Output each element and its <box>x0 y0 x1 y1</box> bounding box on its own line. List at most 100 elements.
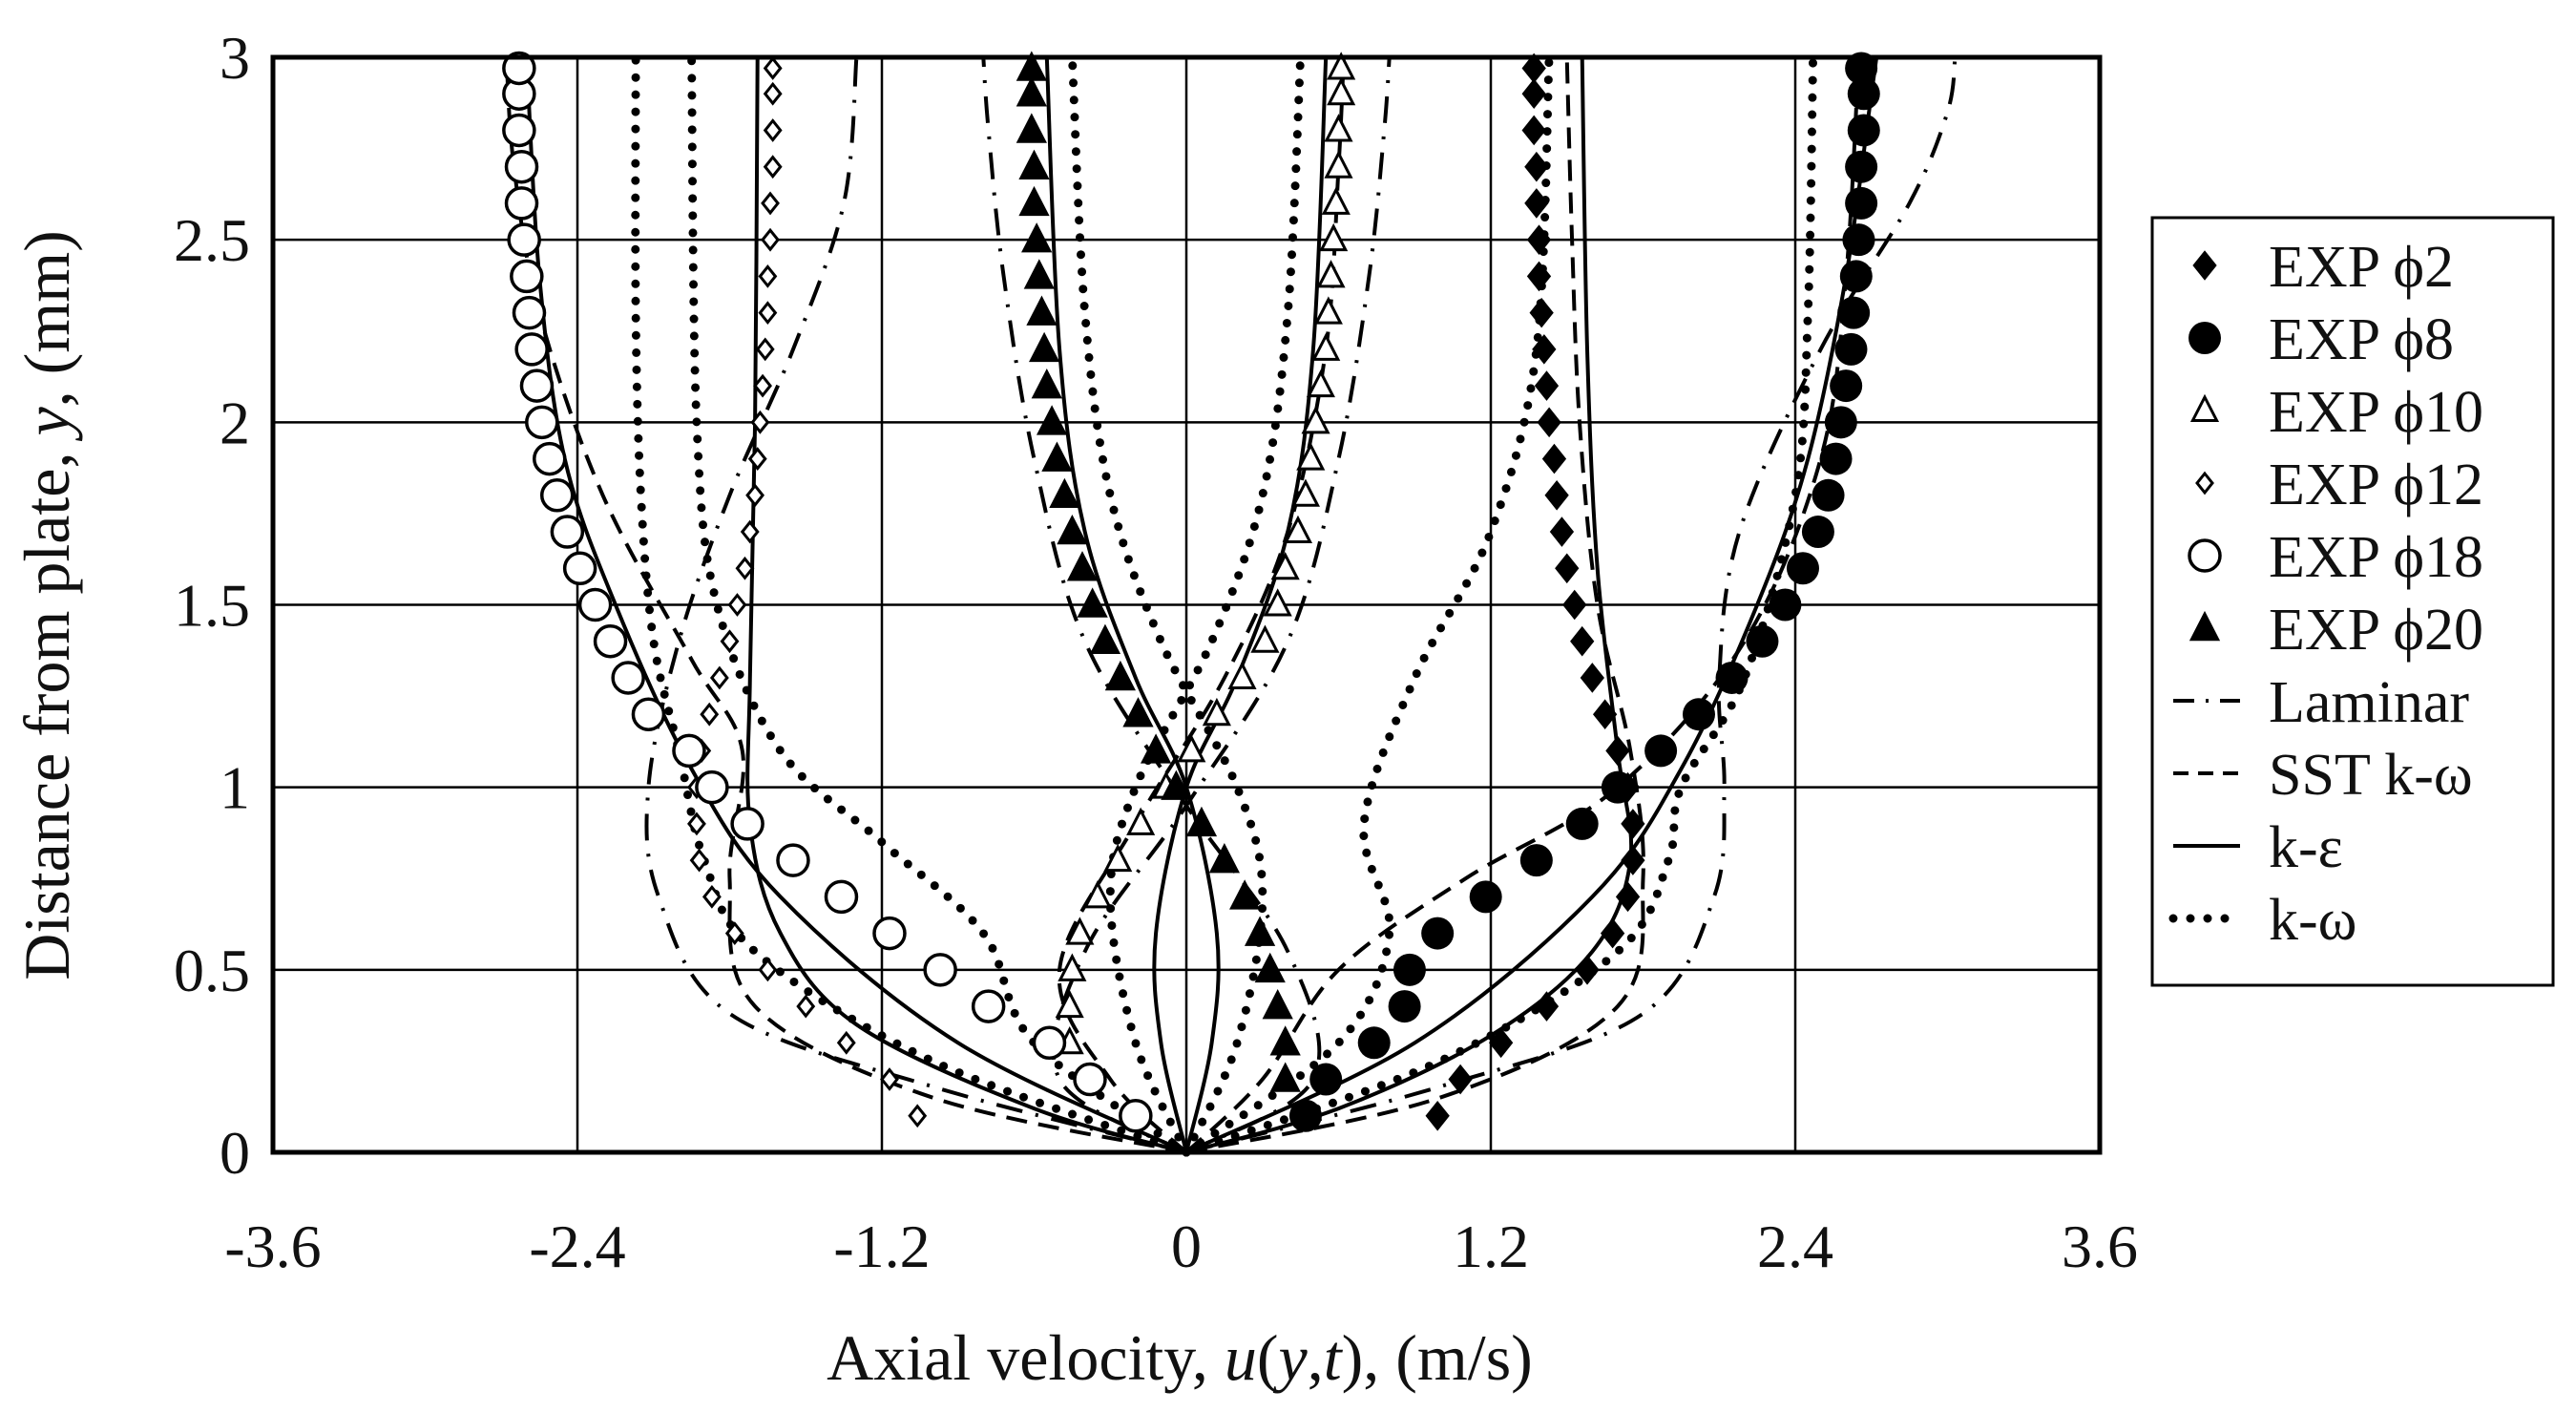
legend-entry-label: k-ω <box>2269 888 2356 953</box>
exp-phi18-point <box>510 259 544 294</box>
legend-marker <box>2189 393 2220 422</box>
exp-phi18-point <box>512 295 547 330</box>
exp-phi12-point <box>750 410 770 434</box>
exp-phi2-point <box>1549 516 1575 547</box>
exp-phi18-point <box>631 697 666 731</box>
exp-phi10-point <box>1316 260 1346 288</box>
exp-phi18-point <box>519 369 555 403</box>
x-tick-label: 2.4 <box>1757 1212 1833 1280</box>
exp-phi8-point <box>1842 223 1875 257</box>
exp-phi2-point <box>1524 151 1549 182</box>
exp-phi18-point <box>593 623 628 659</box>
exp-phi10-point <box>1103 843 1133 873</box>
y-axis-label-var: y <box>10 407 83 442</box>
exp-phi8-point <box>1824 406 1857 439</box>
legend-entry-label: SST k-ω <box>2269 743 2473 808</box>
exp-phi20-point <box>1057 514 1088 545</box>
exp-phi10-point <box>1263 588 1292 617</box>
exp-phi8-point <box>1847 77 1880 111</box>
exp-phi2-point <box>1544 479 1569 511</box>
exp-phi18-point <box>872 916 907 951</box>
exp-phi18-point <box>611 661 645 695</box>
exp-phi10-point <box>1301 406 1330 434</box>
exp-phi10-point <box>1202 697 1231 727</box>
y-tick-label: 3 <box>220 24 250 92</box>
exp-phi10-point <box>1306 369 1335 398</box>
x-axis-label-var: u <box>1225 1321 1257 1394</box>
exp-phi18-point <box>504 149 539 184</box>
exp-phi12-point <box>709 665 729 690</box>
exp-phi10-point <box>1327 76 1356 106</box>
y-tick-label: 0.5 <box>174 937 250 1004</box>
x-tick-label: -2.4 <box>529 1212 625 1280</box>
experimental-markers <box>502 51 1880 1133</box>
exp-phi20-point <box>1066 551 1099 581</box>
exp-phi2-point <box>1592 699 1618 730</box>
exp-phi2-point <box>1529 297 1554 328</box>
x-tick-label: -3.6 <box>224 1212 321 1280</box>
exp-phi12-point <box>753 373 772 398</box>
exp-phi12-point <box>689 848 709 873</box>
exp-phi20-point <box>1244 916 1276 946</box>
exp-phi20-point <box>1041 441 1073 472</box>
exp-phi20-point <box>1018 149 1050 179</box>
y-axis-label: Distance from plate, y, (mm) <box>10 230 83 980</box>
exp-phi2-point <box>1621 845 1645 875</box>
exp-phi18-point <box>502 51 536 86</box>
exp-phi8-point <box>1845 150 1878 183</box>
exp-phi12-point <box>758 263 778 288</box>
k-omega-curve <box>1067 53 1267 1157</box>
exp-phi8-point <box>1845 52 1878 85</box>
exp-phi20-point <box>1018 185 1050 217</box>
x-axis-label-y: y <box>1273 1321 1309 1394</box>
x-axis-label-prefix: Axial velocity, <box>827 1321 1225 1394</box>
exp-phi10-point <box>1270 551 1300 580</box>
exp-phi8-point <box>1519 844 1553 877</box>
laminar-curve <box>644 56 1187 1154</box>
exp-phi20-point <box>1208 843 1240 874</box>
exp-phi18-point <box>1119 1099 1153 1133</box>
exp-phi8-point <box>1357 1026 1391 1060</box>
exp-phi20-point <box>1049 477 1080 509</box>
exp-phi20-point <box>1031 369 1062 399</box>
exp-phi10-point <box>1082 880 1113 909</box>
exp-phi18-point <box>577 587 613 622</box>
exp-phi18-point <box>525 405 559 440</box>
exp-phi2-point <box>1425 1100 1450 1131</box>
y-tick-label: 2 <box>220 389 250 456</box>
exp-phi8-point <box>1812 478 1845 512</box>
exp-phi10-point <box>1058 953 1087 981</box>
exp-phi10-point <box>1055 989 1084 1019</box>
legend-entry-label: EXP ϕ10 <box>2269 380 2483 445</box>
legend-entry-label: EXP ϕ12 <box>2269 453 2483 517</box>
x-tick-label: 0 <box>1171 1212 1202 1280</box>
exp-phi12-point <box>763 155 783 179</box>
legend-marker <box>2188 538 2222 573</box>
exp-phi12-point <box>763 118 783 142</box>
exp-phi12-point <box>720 629 740 654</box>
legend-marker <box>2189 610 2221 642</box>
exp-phi2-point <box>1570 625 1595 657</box>
exp-phi12-point <box>761 227 780 252</box>
exp-phi18-point <box>824 879 859 915</box>
exp-phi20-point <box>1021 222 1053 253</box>
exp-phi20-point <box>1089 623 1121 654</box>
exp-phi18-point <box>971 989 1006 1023</box>
exp-phi18-point <box>1032 1025 1067 1061</box>
x-tick-label: -1.2 <box>833 1212 930 1280</box>
exp-phi8-point <box>1830 369 1863 403</box>
exp-phi20-point <box>1029 331 1060 363</box>
exp-phi10-point <box>1290 478 1320 507</box>
exp-phi10-point <box>1177 734 1206 763</box>
exp-phi2-point <box>1605 735 1630 767</box>
exp-phi12-point <box>755 337 775 362</box>
exp-phi8-point <box>1601 770 1634 804</box>
y-tick-label: 1 <box>220 754 250 822</box>
exp-phi18-point <box>502 113 536 148</box>
exp-phi2-point <box>1521 53 1546 84</box>
exp-phi20-point <box>1269 1025 1301 1056</box>
exp-phi8-point <box>1388 990 1421 1023</box>
exp-phi8-point <box>1715 661 1749 694</box>
exp-phi20-point <box>1036 405 1068 435</box>
exp-phi8-point <box>1769 588 1802 622</box>
